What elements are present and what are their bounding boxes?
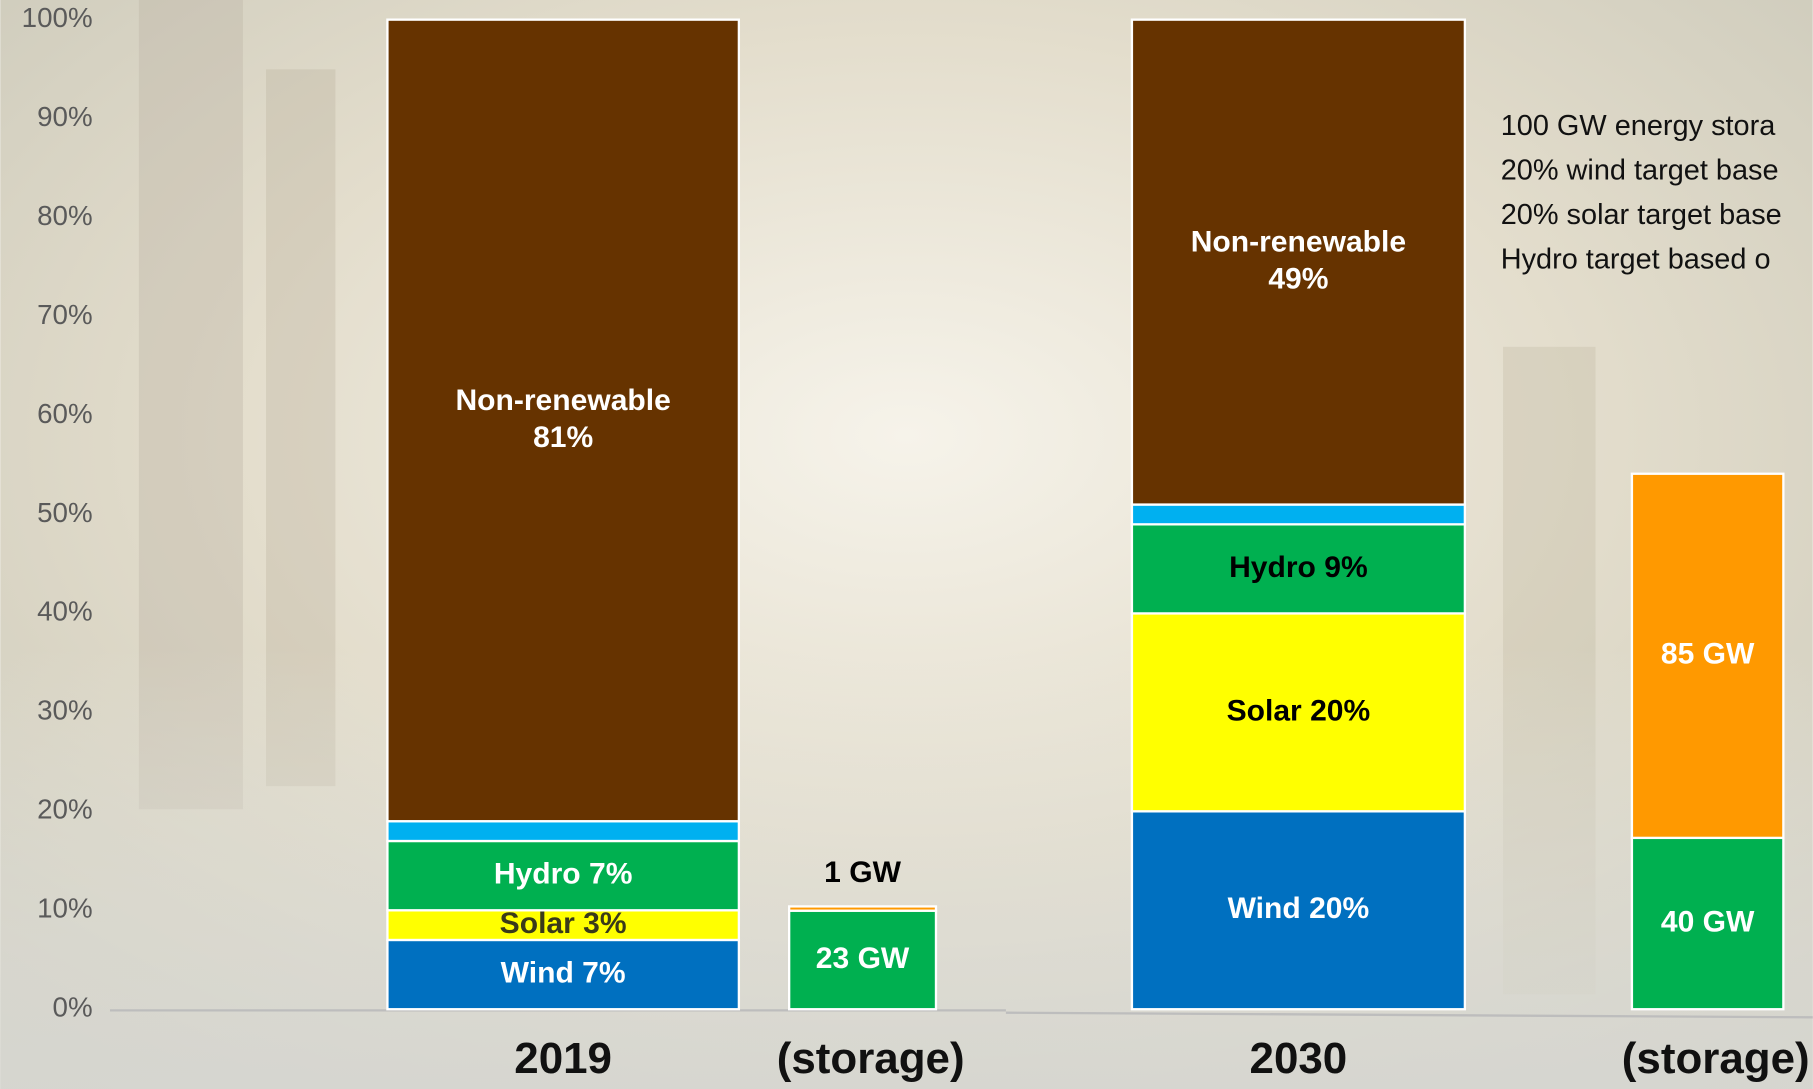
data-label: 49% (1268, 263, 1328, 296)
annotation: Hydro target based o (1501, 243, 1771, 275)
bar-segment (387, 821, 738, 841)
y-tick-label: 70% (37, 299, 93, 330)
y-tick-label: 80% (37, 200, 93, 231)
y-tick-label: 60% (37, 398, 93, 429)
y-tick-label: 20% (37, 794, 93, 825)
plot: 100 GW energy stora 20% wind target base 2… (0, 0, 1813, 1089)
data-label: Hydro 7% (494, 858, 633, 891)
data-label: 23 GW (816, 942, 910, 975)
y-tick-label: 10% (37, 893, 93, 924)
bar-segment (1132, 505, 1465, 525)
background-road (0, 647, 1813, 1089)
data-label: Wind 20% (1228, 892, 1370, 925)
x-tick-label: 2030 (1250, 1034, 1348, 1083)
bar-segment (789, 906, 936, 910)
data-label: 85 GW (1661, 638, 1755, 671)
data-label: 1 GW (824, 856, 901, 889)
y-tick-label: 40% (37, 596, 93, 627)
data-label: Non-renewable (1191, 226, 1406, 259)
data-label: 81% (533, 421, 593, 454)
y-tick-label: 100% (22, 2, 93, 33)
y-tick-label: 90% (37, 101, 93, 132)
annotation: 100 GW energy stora (1501, 110, 1777, 142)
y-tick-label: 30% (37, 695, 93, 726)
data-label: Solar 3% (500, 907, 627, 940)
x-tick-label: 2019 (514, 1034, 612, 1083)
data-label: 40 GW (1661, 905, 1755, 938)
data-label: Solar 20% (1227, 694, 1371, 727)
chart: 100 GW energy stora 20% wind target base 2… (0, 0, 1813, 1089)
annotation: 20% wind target base (1501, 154, 1779, 186)
data-label: Wind 7% (501, 957, 626, 990)
x-tick-label: (storage) (1622, 1034, 1810, 1083)
data-label: Hydro 9% (1229, 551, 1368, 584)
data-label: Non-renewable (455, 384, 670, 417)
annotation: 20% solar target base (1501, 199, 1782, 231)
y-tick-label: 0% (53, 992, 93, 1023)
y-tick-label: 50% (37, 497, 93, 528)
x-tick-label: (storage) (777, 1034, 965, 1083)
